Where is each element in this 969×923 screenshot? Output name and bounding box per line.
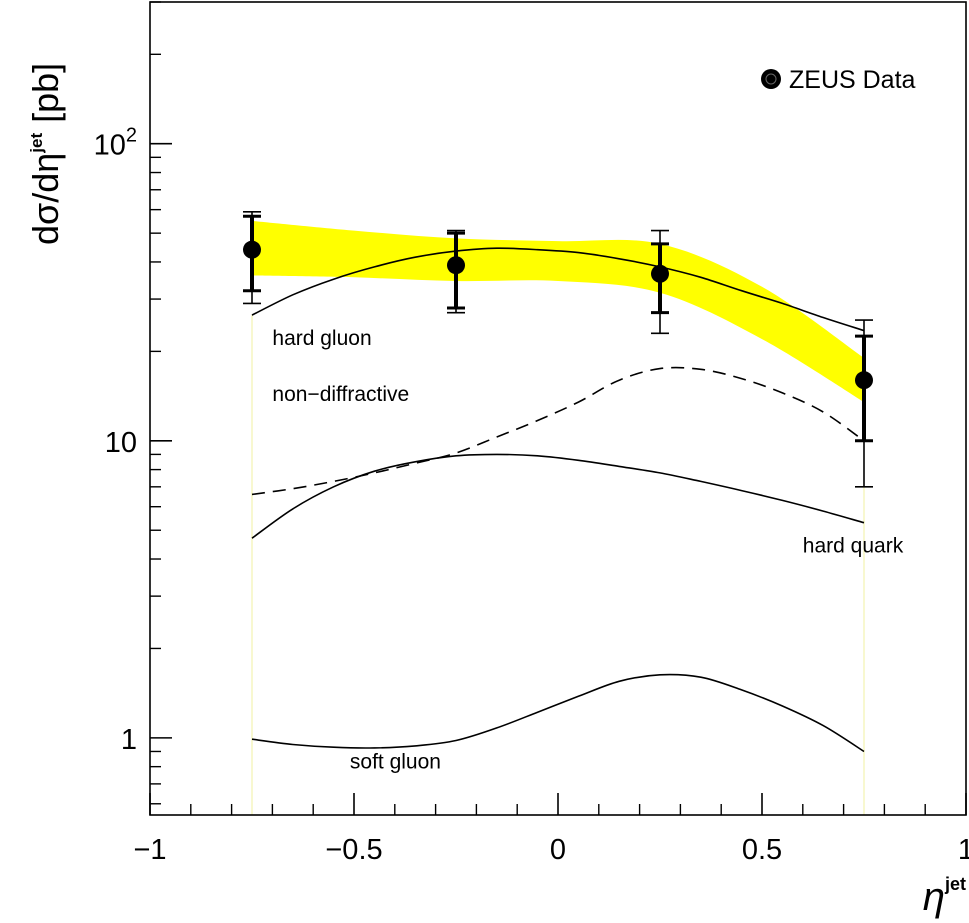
x-axis-title: ηjet bbox=[923, 874, 966, 919]
x-axis-title-superscript: jet bbox=[944, 874, 966, 894]
uncertainty-band-layer bbox=[251, 220, 865, 815]
annotation-hard-gluon: hard gluon bbox=[272, 327, 371, 350]
y-axis-title-main: dσ/dη bbox=[25, 153, 66, 245]
legend-marker bbox=[761, 69, 781, 89]
x-tick-label: −0.5 bbox=[325, 834, 382, 866]
data-point-1 bbox=[447, 256, 465, 275]
y-axis-title-unit: [pb] bbox=[25, 63, 66, 133]
legend: ZEUS Data bbox=[761, 66, 916, 94]
curve-layer bbox=[251, 247, 865, 753]
data-point-layer bbox=[243, 211, 873, 488]
legend-label: ZEUS Data bbox=[789, 66, 916, 94]
x-tick-label: 1 bbox=[958, 834, 969, 866]
data-point-2 bbox=[651, 264, 669, 283]
plot-frame-layer bbox=[149, 1, 967, 816]
y-tick-label-base: 10 bbox=[94, 130, 126, 162]
y-axis-title-superscript: jet bbox=[27, 133, 46, 154]
x-tick-label: 0.5 bbox=[742, 834, 782, 866]
plot-frame bbox=[149, 1, 967, 816]
x-tick-label: 0 bbox=[550, 834, 566, 866]
uncertainty-band bbox=[252, 220, 864, 403]
y-tick-label: 102 bbox=[94, 125, 137, 162]
hard-quark-curve bbox=[251, 453, 865, 539]
annotation-non-diffractive: non−diffractive bbox=[272, 383, 409, 406]
legend-marker-ring bbox=[765, 73, 777, 85]
x-axis-title-symbol: η bbox=[923, 875, 945, 919]
annotation-soft-gluon: soft gluon bbox=[350, 750, 441, 773]
x-tick-label: −1 bbox=[133, 834, 166, 866]
y-tick-label-exponent: 2 bbox=[126, 125, 137, 147]
hard-gluon-curve bbox=[251, 247, 865, 332]
soft-gluon-curve bbox=[251, 673, 865, 753]
y-tick-label: 10 bbox=[105, 427, 137, 459]
annotation-hard-quark: hard quark bbox=[803, 535, 904, 558]
non-diffractive-curve bbox=[251, 366, 865, 496]
data-point-3 bbox=[855, 371, 873, 390]
y-tick-label: 1 bbox=[121, 724, 137, 756]
data-point-0 bbox=[243, 240, 261, 259]
tick-layer bbox=[149, 1, 967, 815]
y-axis-title: dσ/dηjet [pb] bbox=[25, 63, 66, 245]
